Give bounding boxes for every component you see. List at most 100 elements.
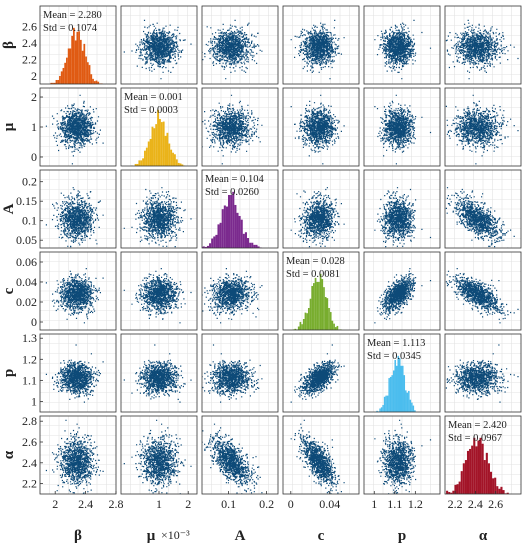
- histogram-bar: [487, 463, 490, 494]
- y-tick-label: 2.2: [22, 477, 37, 491]
- histogram-bar: [74, 40, 77, 84]
- panel-beta-alpha: [444, 5, 522, 85]
- histogram-bar: [153, 128, 156, 166]
- panel-A-beta: 0.05 0.1 0.15 0.2: [16, 169, 117, 249]
- histogram-bar: [93, 81, 96, 84]
- panel-beta-p: [363, 5, 441, 85]
- histogram-bar: [402, 365, 404, 412]
- histogram-bar: [386, 395, 389, 412]
- histogram-bar: [331, 320, 334, 330]
- histogram-bar: [462, 463, 465, 494]
- panel-frame: [39, 333, 117, 413]
- histogram-bar: [333, 323, 335, 330]
- histogram-bar: [219, 222, 222, 248]
- histogram-bar: [494, 477, 497, 494]
- histogram-bar: [90, 74, 93, 84]
- histogram-bar: [52, 82, 54, 84]
- panel-p-c: [282, 333, 360, 413]
- histogram-bar: [391, 375, 393, 412]
- histogram-bar: [477, 440, 480, 494]
- panel-mu-c: [282, 87, 360, 167]
- panel-c-A: [201, 251, 279, 331]
- histogram-bar: [246, 238, 250, 248]
- histogram-bar: [232, 191, 235, 248]
- histogram-bar: [464, 460, 467, 494]
- histogram-bar: [140, 160, 143, 166]
- y-axis-label-c: c: [1, 287, 17, 294]
- histogram-bar: [69, 48, 72, 84]
- panel-mu-mu: Mean = 0.001 Std = 0.0003: [120, 87, 198, 167]
- histogram-bar: [59, 75, 61, 84]
- scatter-points: [45, 419, 104, 494]
- panel-beta-A: [201, 5, 279, 85]
- x-axis-label-alpha: α: [479, 528, 488, 544]
- histogram-bar: [395, 365, 398, 412]
- panel-frame: [444, 251, 522, 331]
- histogram-bar: [240, 219, 243, 248]
- panel-alpha-alpha: Mean = 2.420 Std = 0.0967 2.2 2.4 2.6: [444, 415, 522, 511]
- histogram-bar: [142, 158, 145, 166]
- histogram-bar: [496, 486, 499, 494]
- histogram-bar: [324, 296, 327, 330]
- y-tick-label: 2: [31, 90, 37, 104]
- histogram-bar: [253, 244, 256, 248]
- histogram-bar: [95, 80, 98, 84]
- histogram-bar: [313, 283, 315, 330]
- histogram-bar: [81, 50, 84, 84]
- y-tick-label: 2: [31, 69, 37, 83]
- histogram-bar: [454, 484, 457, 494]
- y-tick-label: 0.2: [22, 175, 37, 189]
- x-tick-label: 0.2: [259, 497, 274, 511]
- panel-mu-p: [363, 87, 441, 167]
- x-axis-scale-label: ×10⁻³: [161, 528, 190, 542]
- panel-frame: [282, 251, 360, 331]
- y-tick-label: 0: [31, 315, 37, 329]
- y-tick-label: 2.4: [22, 36, 37, 50]
- histogram-bar: [297, 326, 300, 330]
- panel-A-p: [363, 169, 441, 249]
- histogram-bar: [134, 163, 137, 166]
- histogram-bar: [321, 279, 324, 330]
- x-tick-label: 2.4: [78, 497, 93, 511]
- panel-frame: [282, 333, 360, 413]
- histogram-bar: [225, 206, 229, 248]
- panel-alpha-A: 0.1 0.2: [201, 415, 279, 511]
- x-tick-label: 0: [288, 497, 294, 511]
- histogram-bar: [400, 365, 403, 412]
- y-tick-label: 1: [31, 394, 37, 408]
- histogram-bar: [382, 404, 384, 412]
- mean-label: Mean = 1.113: [367, 338, 425, 349]
- histogram-bar: [50, 82, 53, 84]
- panel-A-mu: [120, 169, 198, 249]
- panel-frame: [363, 251, 441, 331]
- y-axis-label-beta: β: [1, 41, 17, 49]
- histogram-bar: [136, 163, 139, 166]
- scatter-points: [290, 419, 345, 494]
- mean-label: Mean = 0.001: [124, 92, 183, 103]
- histogram-bar: [311, 285, 314, 330]
- panel-frame: [282, 169, 360, 249]
- histogram-bar: [72, 27, 75, 84]
- histogram-bar: [485, 452, 488, 494]
- y-tick-label: 2.6: [22, 20, 37, 34]
- mean-label: Mean = 2.420: [448, 420, 507, 431]
- scatter-points: [374, 19, 432, 80]
- y-tick-label: 1: [31, 120, 37, 134]
- histogram-bar: [469, 448, 472, 494]
- std-label: Std = 0.0003: [124, 105, 178, 116]
- histogram-bar: [409, 399, 412, 412]
- histogram-bar: [78, 31, 80, 84]
- scatter-points: [202, 94, 263, 165]
- panel-frame: [201, 169, 279, 249]
- std-label: Std = 0.1074: [43, 23, 98, 34]
- histogram-bar: [450, 492, 453, 494]
- y-tick-label: 2.8: [22, 414, 37, 428]
- histogram-bar: [255, 244, 258, 248]
- histogram-bar: [181, 164, 184, 166]
- histogram-bar: [85, 56, 87, 84]
- histogram-bar: [257, 246, 260, 248]
- histogram-bar: [301, 324, 303, 330]
- panel-alpha-c: 0 0.04: [282, 415, 360, 511]
- y-tick-label: 2.4: [22, 456, 37, 470]
- histogram-bar: [159, 119, 161, 166]
